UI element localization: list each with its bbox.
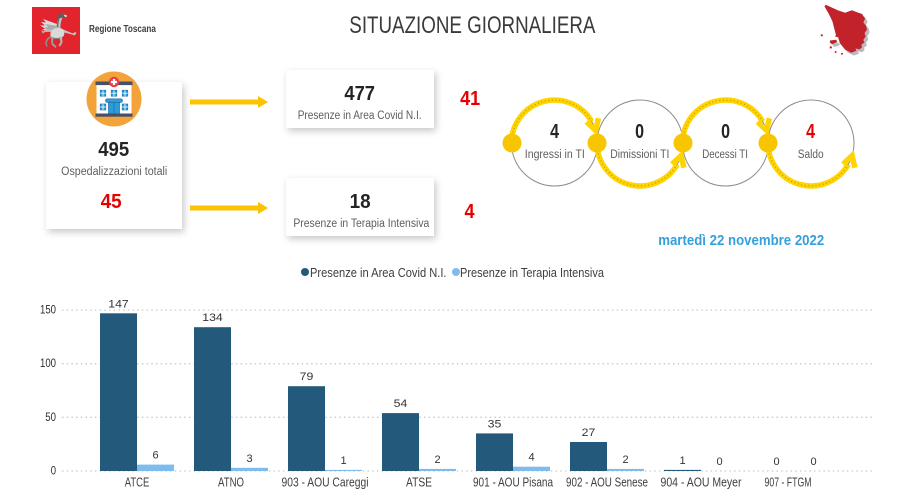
svg-text:50: 50 [45,412,56,424]
svg-text:134: 134 [202,312,223,324]
svg-text:903 - AOU Careggi: 903 - AOU Careggi [282,475,369,490]
svg-text:4: 4 [528,452,534,464]
svg-text:27: 27 [582,427,596,439]
svg-text:0: 0 [773,456,779,468]
svg-text:100: 100 [40,358,56,370]
svg-text:1: 1 [679,455,685,467]
svg-text:0: 0 [51,466,56,478]
svg-text:79: 79 [300,371,314,383]
svg-text:1: 1 [340,455,346,467]
svg-text:150: 150 [40,305,56,317]
svg-text:904 - AOU Meyer: 904 - AOU Meyer [661,475,743,490]
svg-text:ATCE: ATCE [125,475,150,490]
svg-text:ATSE: ATSE [406,475,432,490]
svg-text:2: 2 [622,454,628,466]
svg-text:0: 0 [810,456,816,468]
svg-text:907 - FTGM: 907 - FTGM [765,475,812,490]
svg-text:3: 3 [246,453,252,465]
svg-text:6: 6 [152,450,158,462]
svg-text:0: 0 [716,456,722,468]
svg-text:35: 35 [488,418,502,430]
svg-text:54: 54 [394,398,408,410]
svg-text:ATNO: ATNO [218,475,244,490]
svg-text:147: 147 [108,298,129,310]
svg-text:2: 2 [434,454,440,466]
svg-text:902 - AOU Senese: 902 - AOU Senese [566,475,648,490]
svg-text:901 - AOU Pisana: 901 - AOU Pisana [473,475,554,490]
